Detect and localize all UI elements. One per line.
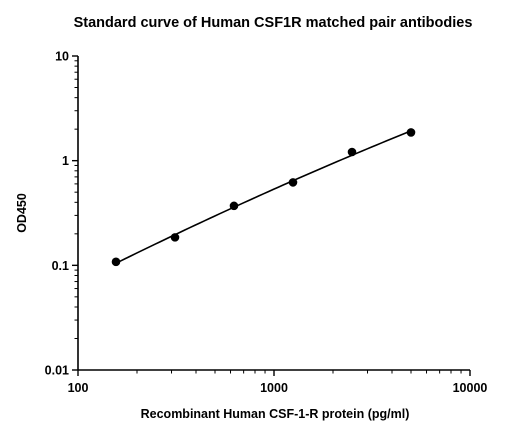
x-tick-label: 100: [68, 381, 89, 395]
data-point: [229, 201, 239, 211]
data-point: [347, 147, 357, 157]
data-points: [111, 128, 416, 267]
data-point: [170, 233, 180, 242]
chart-title: Standard curve of Human CSF1R matched pa…: [74, 15, 473, 31]
x-axis-label: Recombinant Human CSF-1-R protein (pg/ml…: [141, 407, 410, 421]
x-tick-label: 1000: [260, 381, 288, 395]
x-tick-label: 10000: [453, 381, 488, 395]
y-tick-label: 0.1: [52, 259, 69, 273]
y-tick-label: 10: [55, 50, 69, 64]
fitted-curve-line: [115, 130, 412, 264]
data-point: [406, 128, 416, 137]
data-point: [288, 178, 298, 187]
data-point: [111, 257, 121, 267]
y-tick-label: 1: [62, 154, 69, 168]
axis-ticks: [72, 55, 471, 376]
axis-tick-labels: 0.01 0.1 1 10 100 1000 10000: [45, 50, 488, 396]
y-axis-label: OD450: [15, 193, 29, 233]
y-tick-label: 0.01: [45, 364, 69, 378]
